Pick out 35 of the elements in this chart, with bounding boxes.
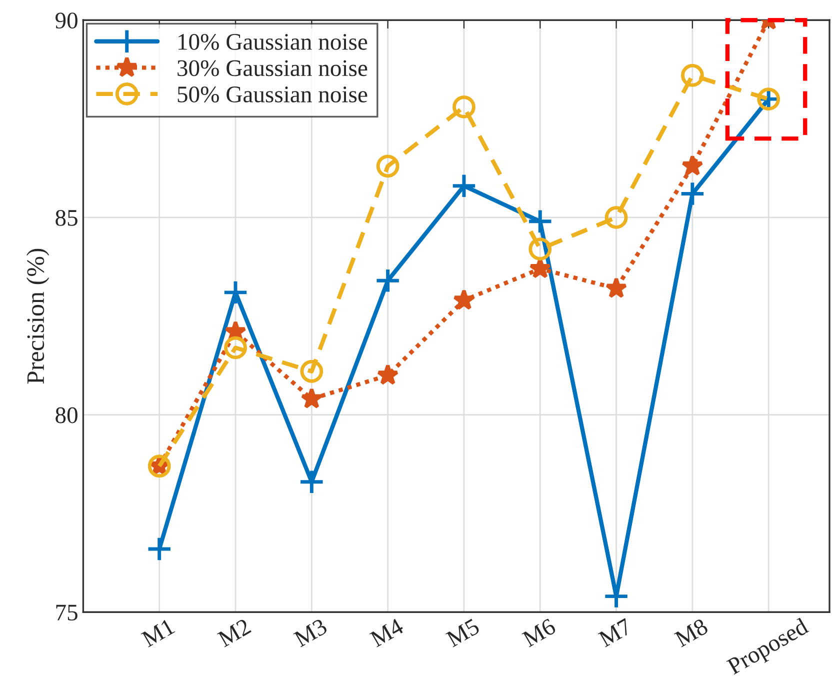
point	[681, 154, 704, 176]
x-tick-label: M6	[522, 618, 557, 648]
point	[604, 206, 628, 229]
point	[300, 360, 324, 383]
y-tick-label: 80	[56, 407, 78, 424]
legend-label: 10% Gaussian noise	[178, 34, 368, 50]
point	[298, 469, 325, 495]
x-tick-label: M5	[445, 618, 480, 648]
point	[224, 336, 247, 360]
y-tick-label: 75	[56, 604, 78, 621]
point	[452, 95, 476, 118]
x-tick-label: M2	[216, 618, 252, 648]
x-tick-label: M3	[293, 618, 328, 648]
point	[376, 364, 399, 385]
point	[146, 536, 172, 562]
point	[451, 173, 477, 199]
x-tick-label: M1	[140, 618, 176, 648]
x-tick-label: M7	[598, 618, 633, 648]
point	[603, 583, 630, 610]
legend-label: 50% Gaussian noise	[178, 86, 368, 103]
point	[527, 208, 553, 234]
point	[680, 180, 706, 207]
point	[605, 277, 628, 298]
y-axis-title: Precision (%)	[26, 248, 50, 384]
y-tick-label: 90	[55, 12, 78, 29]
point	[374, 268, 401, 294]
point	[528, 238, 552, 260]
point	[680, 64, 704, 87]
y-tick-label: 85	[56, 210, 78, 226]
x-tick-label: M4	[369, 618, 405, 648]
legend-label: 30% Gaussian noise	[178, 60, 368, 76]
point	[300, 388, 323, 409]
point	[376, 154, 400, 178]
point	[452, 288, 475, 310]
x-tick-label: M8	[674, 618, 709, 648]
